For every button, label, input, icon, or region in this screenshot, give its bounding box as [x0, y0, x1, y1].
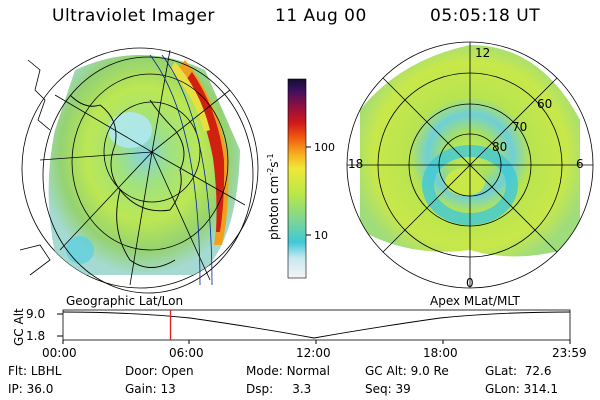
- colorbar-units: photon cm-2s-1: [266, 153, 281, 240]
- mlat-label-60: 60: [537, 97, 553, 111]
- mlt-label-18: 18: [348, 157, 364, 171]
- apex-polar-image: [346, 41, 594, 289]
- colorbar-tick-100: 100: [314, 141, 335, 154]
- timeline-xtick-1200: 12:00: [296, 346, 331, 360]
- timeline-ylabel: GC Alt: [12, 308, 26, 346]
- time-label: 05:05:18 UT: [430, 6, 541, 26]
- info-flt: Flt: LBHL: [8, 364, 62, 378]
- instrument-title: Ultraviolet Imager: [52, 6, 215, 26]
- mlt-label-12: 12: [475, 46, 491, 60]
- altitude-timeline: [57, 309, 571, 344]
- info-glat: GLat: 72.6: [485, 364, 552, 378]
- mlat-label-80: 80: [492, 140, 508, 154]
- mlt-label-0: 0: [466, 276, 474, 290]
- info-mode: Mode: Normal: [246, 364, 330, 378]
- colorbar-tick-10: 10: [314, 229, 328, 242]
- mlat-label-70: 70: [512, 120, 528, 134]
- mlt-label-6: 6: [576, 157, 584, 171]
- geographic-image: [19, 47, 259, 294]
- timeline-xtick-1800: 18:00: [423, 346, 458, 360]
- info-door: Door: Open: [125, 364, 194, 378]
- info-gcalt: GC Alt: 9.0 Re: [365, 364, 449, 378]
- date-label: 11 Aug 00: [275, 6, 367, 26]
- info-dsp: Dsp: 3.3: [246, 382, 312, 396]
- timeline-xtick-2359: 23:59: [552, 346, 587, 360]
- timeline-xtick-0600: 06:00: [169, 346, 204, 360]
- timeline-ytick-min: 1.8: [26, 329, 46, 343]
- timeline-xtick-0000: 00:00: [42, 346, 77, 360]
- info-ip: IP: 36.0: [8, 382, 54, 396]
- colorbar: [287, 78, 307, 279]
- apex-caption: Apex MLat/MLT: [430, 294, 520, 308]
- info-seq: Seq: 39: [365, 382, 411, 396]
- geographic-caption: Geographic Lat/Lon: [66, 294, 184, 308]
- info-glon: GLon: 314.1: [485, 382, 558, 396]
- info-gain: Gain: 13: [125, 382, 176, 396]
- timeline-ytick-max: 9.0: [26, 307, 46, 321]
